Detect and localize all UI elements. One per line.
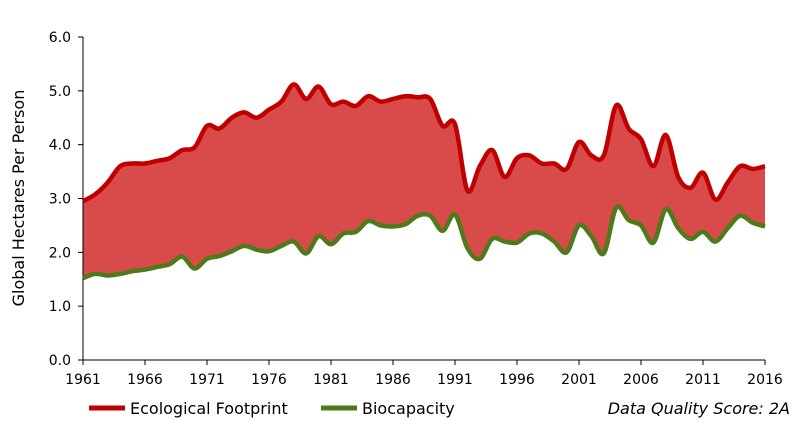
y-tick-label: 6.0 — [49, 30, 71, 46]
data-quality-score: Data Quality Score: 2A — [608, 399, 790, 418]
y-tick-label: 5.0 — [49, 84, 71, 100]
y-tick-label: 1.0 — [49, 299, 71, 315]
y-tick-label: 0.0 — [49, 353, 71, 369]
x-tick-label: 1961 — [65, 372, 101, 388]
x-tick-label: 1976 — [251, 372, 287, 388]
y-tick-label: 4.0 — [49, 138, 71, 154]
x-tick-label: 2011 — [685, 372, 721, 388]
x-tick-label: 1986 — [375, 372, 411, 388]
x-tick-label: 1981 — [313, 372, 349, 388]
x-tick-label: 2006 — [623, 372, 659, 388]
y-ticks: 0.0 1.0 2.0 3.0 4.0 5.0 6.0 — [49, 30, 83, 369]
y-tick-label: 2.0 — [49, 245, 71, 261]
x-tick-label: 1966 — [127, 372, 163, 388]
x-tick-label: 2016 — [747, 372, 783, 388]
y-tick-label: 3.0 — [49, 192, 71, 208]
x-tick-label: 1991 — [437, 372, 473, 388]
legend-label-ecological-footprint: Ecological Footprint — [130, 399, 288, 418]
x-tick-label: 2001 — [561, 372, 597, 388]
x-tick-label: 1971 — [189, 372, 225, 388]
y-axis-label: Global Hectares Per Person — [9, 90, 28, 307]
legend-label-biocapacity: Biocapacity — [362, 399, 455, 418]
footprint-biocapacity-gap-area — [83, 84, 765, 279]
x-ticks: 1961 1966 1971 1976 1981 1986 1991 1996 2001 2006… — [65, 360, 783, 388]
x-tick-label: 1996 — [499, 372, 535, 388]
lines — [81, 82, 766, 281]
legend: Ecological Footprint Biocapacity — [89, 399, 455, 418]
area-layer — [83, 84, 765, 279]
series-line-biocapacity — [82, 204, 766, 281]
series-line-ecological-footprint — [81, 82, 766, 204]
